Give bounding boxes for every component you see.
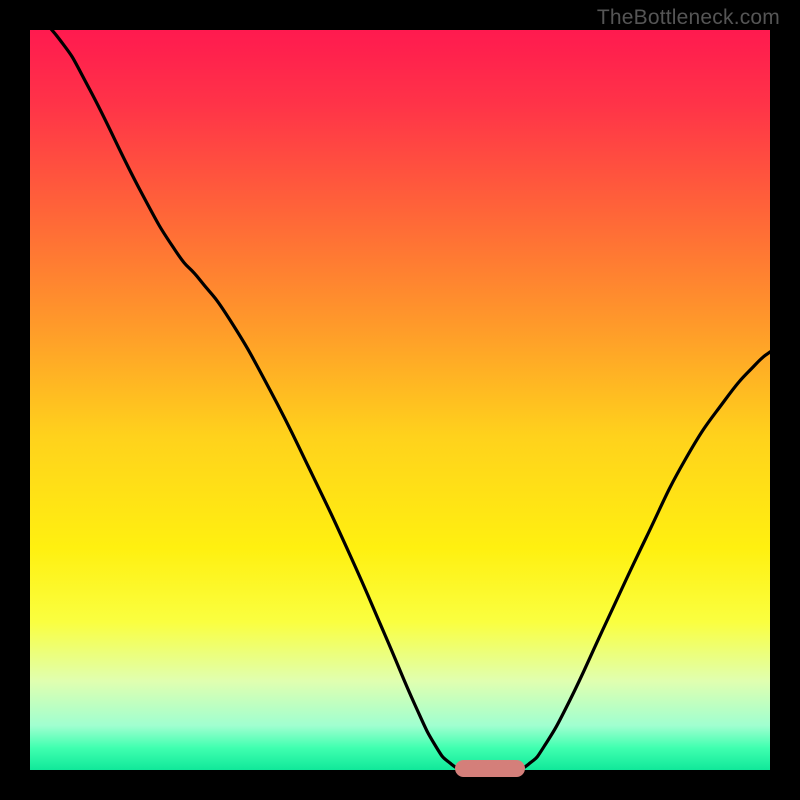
chart-container: TheBottleneck.com [0,0,800,800]
optimal-marker [455,760,525,777]
plot-background [30,30,770,770]
watermark-text: TheBottleneck.com [597,6,780,30]
bottleneck-chart [0,0,800,800]
